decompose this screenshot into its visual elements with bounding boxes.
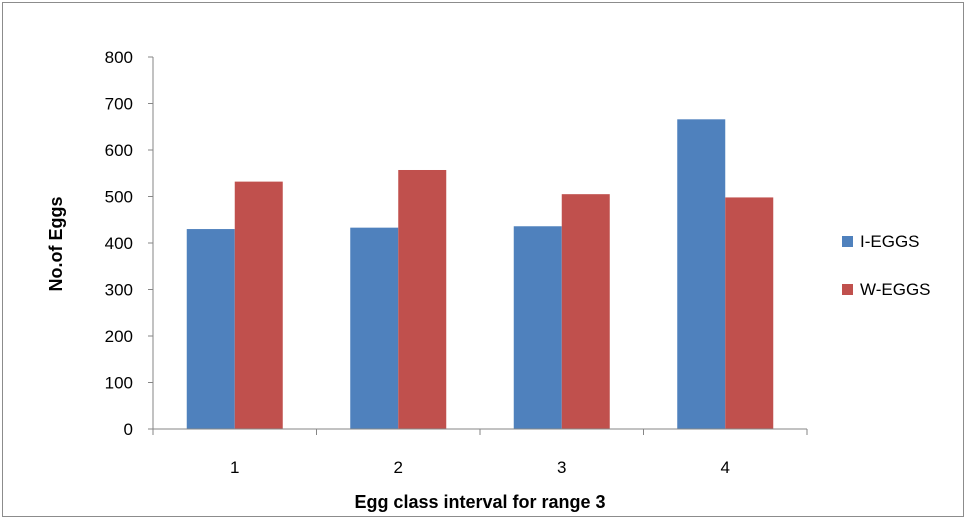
- y-tick-label: 100: [105, 374, 133, 393]
- bar-i-eggs-1: [186, 229, 235, 429]
- y-tick-label: 600: [105, 141, 133, 160]
- x-tick-label: 2: [394, 458, 403, 477]
- legend-label-i-eggs: I-EGGS: [860, 232, 920, 251]
- bar-w-eggs-2: [398, 169, 447, 429]
- y-axis-title: No.of Eggs: [46, 197, 66, 292]
- x-tick-label: 3: [557, 458, 566, 477]
- bar-w-eggs-3: [561, 194, 610, 429]
- y-tick-label: 800: [105, 48, 133, 67]
- x-tick-label: 1: [230, 458, 239, 477]
- legend: I-EGGS W-EGGS: [842, 232, 931, 299]
- legend-swatch-i-eggs: [842, 236, 853, 247]
- y-tick-label: 400: [105, 234, 133, 253]
- y-tick-label: 200: [105, 327, 133, 346]
- bars: [186, 119, 774, 429]
- bar-w-eggs-1: [234, 181, 283, 429]
- y-tick-label: 700: [105, 95, 133, 114]
- x-axis-title: Egg class interval for range 3: [354, 492, 605, 512]
- y-tick-label: 300: [105, 281, 133, 300]
- bar-i-eggs-2: [350, 227, 399, 429]
- y-tick-label: 0: [124, 420, 133, 439]
- y-tick-label: 500: [105, 188, 133, 207]
- legend-label-w-eggs: W-EGGS: [860, 280, 931, 299]
- bar-i-eggs-4: [677, 119, 726, 429]
- bar-i-eggs-3: [513, 226, 562, 429]
- bar-w-eggs-4: [725, 197, 774, 429]
- x-tick-label: 4: [721, 458, 730, 477]
- x-axis-ticks: 1 2 3 4: [152, 429, 808, 477]
- y-axis-ticks: 0 100 200 300 400 500 600 700 800: [105, 48, 153, 439]
- legend-swatch-w-eggs: [842, 284, 853, 295]
